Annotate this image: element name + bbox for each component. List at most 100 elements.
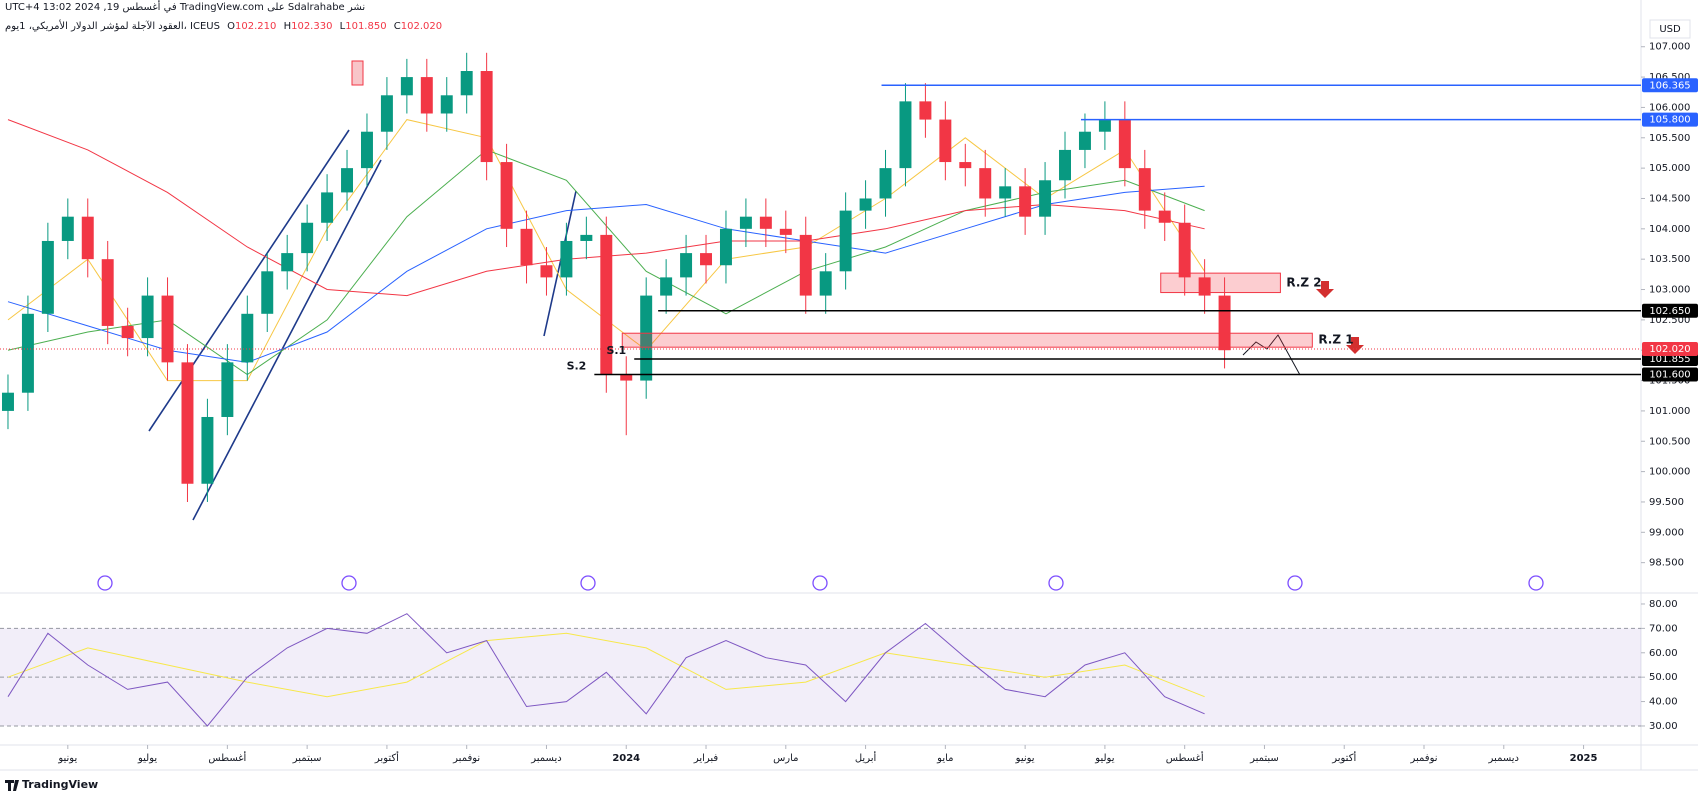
y-tick-label: 103.500 bbox=[1649, 254, 1690, 265]
candle-body bbox=[580, 234, 593, 241]
x-tick-label: يونيو bbox=[57, 753, 77, 764]
candle-body bbox=[839, 210, 852, 272]
symbol-line: العقود الآجلة لمؤشر الدولار الأمريكي، 1ي… bbox=[5, 21, 442, 32]
event-icon bbox=[1048, 575, 1064, 591]
ohlc-value: 102.330 bbox=[291, 21, 333, 32]
down-arrow bbox=[1316, 281, 1334, 298]
x-tick-label: سبتمبر bbox=[292, 753, 322, 764]
x-tick-label: أكتوبر bbox=[1331, 751, 1356, 764]
candle-body bbox=[919, 101, 932, 120]
ohlc: H102.330 bbox=[284, 21, 333, 32]
candle-body bbox=[21, 313, 34, 393]
event-icon bbox=[1287, 575, 1303, 591]
x-tick-label: أغسطس bbox=[1166, 751, 1204, 764]
y-tick-label: 99.500 bbox=[1649, 497, 1684, 508]
candle-body bbox=[81, 216, 94, 260]
y-tick-label: 107.000 bbox=[1649, 42, 1690, 53]
y-tick-label: 101.000 bbox=[1649, 406, 1690, 417]
candle-body bbox=[859, 198, 872, 211]
candle-body bbox=[620, 374, 633, 381]
y-tick-label: 106.500 bbox=[1649, 72, 1690, 83]
ohlc: L101.850 bbox=[340, 21, 387, 32]
arrows bbox=[1316, 281, 1364, 354]
currency-box bbox=[1649, 19, 1691, 39]
candle-body bbox=[640, 295, 653, 381]
candle-body bbox=[540, 265, 553, 278]
level-label: 105.800 bbox=[1649, 115, 1690, 126]
x-tick-label: مارس bbox=[773, 753, 798, 764]
candle-body bbox=[1198, 277, 1211, 296]
y-tick-label: 30.00 bbox=[1649, 721, 1678, 732]
event-icon bbox=[812, 575, 828, 591]
currency: USD bbox=[1659, 24, 1681, 35]
ohlc-value: 102.210 bbox=[235, 21, 277, 32]
candle-body bbox=[1178, 222, 1191, 278]
candle-body bbox=[201, 416, 214, 484]
candle-body bbox=[420, 77, 433, 114]
candle-body bbox=[460, 71, 473, 96]
support-label: S.2 bbox=[567, 359, 587, 372]
y-tick-label: 60.00 bbox=[1649, 648, 1678, 659]
candle-body bbox=[999, 186, 1012, 199]
rsi-average bbox=[7, 632, 1205, 698]
event-icon bbox=[341, 575, 357, 591]
x-tick-label: يونيو bbox=[1015, 753, 1035, 764]
symbol: العقود الآجلة لمؤشر الدولار الأمريكي، 1ي… bbox=[5, 21, 220, 32]
y-tick-label: 100.000 bbox=[1649, 467, 1690, 478]
y-tick-label: 100.500 bbox=[1649, 436, 1690, 447]
y-tick-label: 105.500 bbox=[1649, 133, 1690, 144]
y-tick-label: 106.000 bbox=[1649, 102, 1690, 113]
ohlc-key: C bbox=[393, 21, 401, 32]
event-icon bbox=[97, 575, 113, 591]
marker-box bbox=[351, 60, 364, 86]
ohlc: O102.210 bbox=[227, 21, 276, 32]
trend-line bbox=[543, 190, 577, 337]
resistance-zone bbox=[621, 332, 1313, 348]
x-tick-label: ديسمبر bbox=[1488, 753, 1519, 764]
candle-body bbox=[1138, 168, 1151, 211]
candle-body bbox=[1098, 119, 1111, 132]
y-tick-label: 103.000 bbox=[1649, 285, 1690, 296]
zone-label: R.Z 1 bbox=[1318, 333, 1353, 347]
candle-body bbox=[440, 95, 453, 114]
event-icons bbox=[97, 575, 1544, 591]
candle-body bbox=[739, 216, 752, 229]
candle-body bbox=[321, 192, 334, 223]
candle-body bbox=[41, 240, 54, 314]
candle-body bbox=[1118, 119, 1131, 169]
x-tick-label: أكتوبر bbox=[374, 751, 399, 764]
frame bbox=[0, 0, 1698, 771]
candle-body bbox=[520, 228, 533, 266]
level-tag bbox=[1642, 112, 1698, 127]
event-icon bbox=[1528, 575, 1544, 591]
candle-body bbox=[560, 240, 573, 278]
candle-body bbox=[759, 216, 772, 229]
candle-body bbox=[660, 277, 673, 296]
y-tick-label: 50.00 bbox=[1649, 672, 1678, 683]
level-tag bbox=[1642, 367, 1698, 382]
y-tick-label: 80.00 bbox=[1649, 599, 1678, 610]
footer-logo: TradingView bbox=[22, 778, 98, 791]
candle-body bbox=[879, 168, 892, 199]
level-label: 101.855 bbox=[1649, 354, 1690, 365]
x-tick-label: ديسمبر bbox=[530, 753, 561, 764]
rsi-line bbox=[7, 613, 1205, 727]
candle-body bbox=[281, 253, 294, 272]
x-tick-label: 2025 bbox=[1570, 753, 1598, 764]
ohlc-value: 102.020 bbox=[400, 21, 443, 32]
candle-body bbox=[360, 131, 373, 169]
level-tag bbox=[1642, 78, 1698, 93]
candle-body bbox=[939, 119, 952, 163]
y-tick-label: 98.500 bbox=[1649, 558, 1684, 569]
x-tick-label: فبراير bbox=[693, 753, 719, 764]
candle-body bbox=[1158, 210, 1171, 223]
candle-body bbox=[141, 295, 154, 339]
candle-body bbox=[380, 95, 393, 132]
x-tick-label: سبتمبر bbox=[1249, 753, 1279, 764]
candle-body bbox=[1, 392, 14, 411]
event-icon bbox=[580, 575, 596, 591]
candle-body bbox=[1019, 186, 1032, 217]
candle-body bbox=[819, 271, 832, 296]
y-tick-label: 70.00 bbox=[1649, 623, 1678, 634]
